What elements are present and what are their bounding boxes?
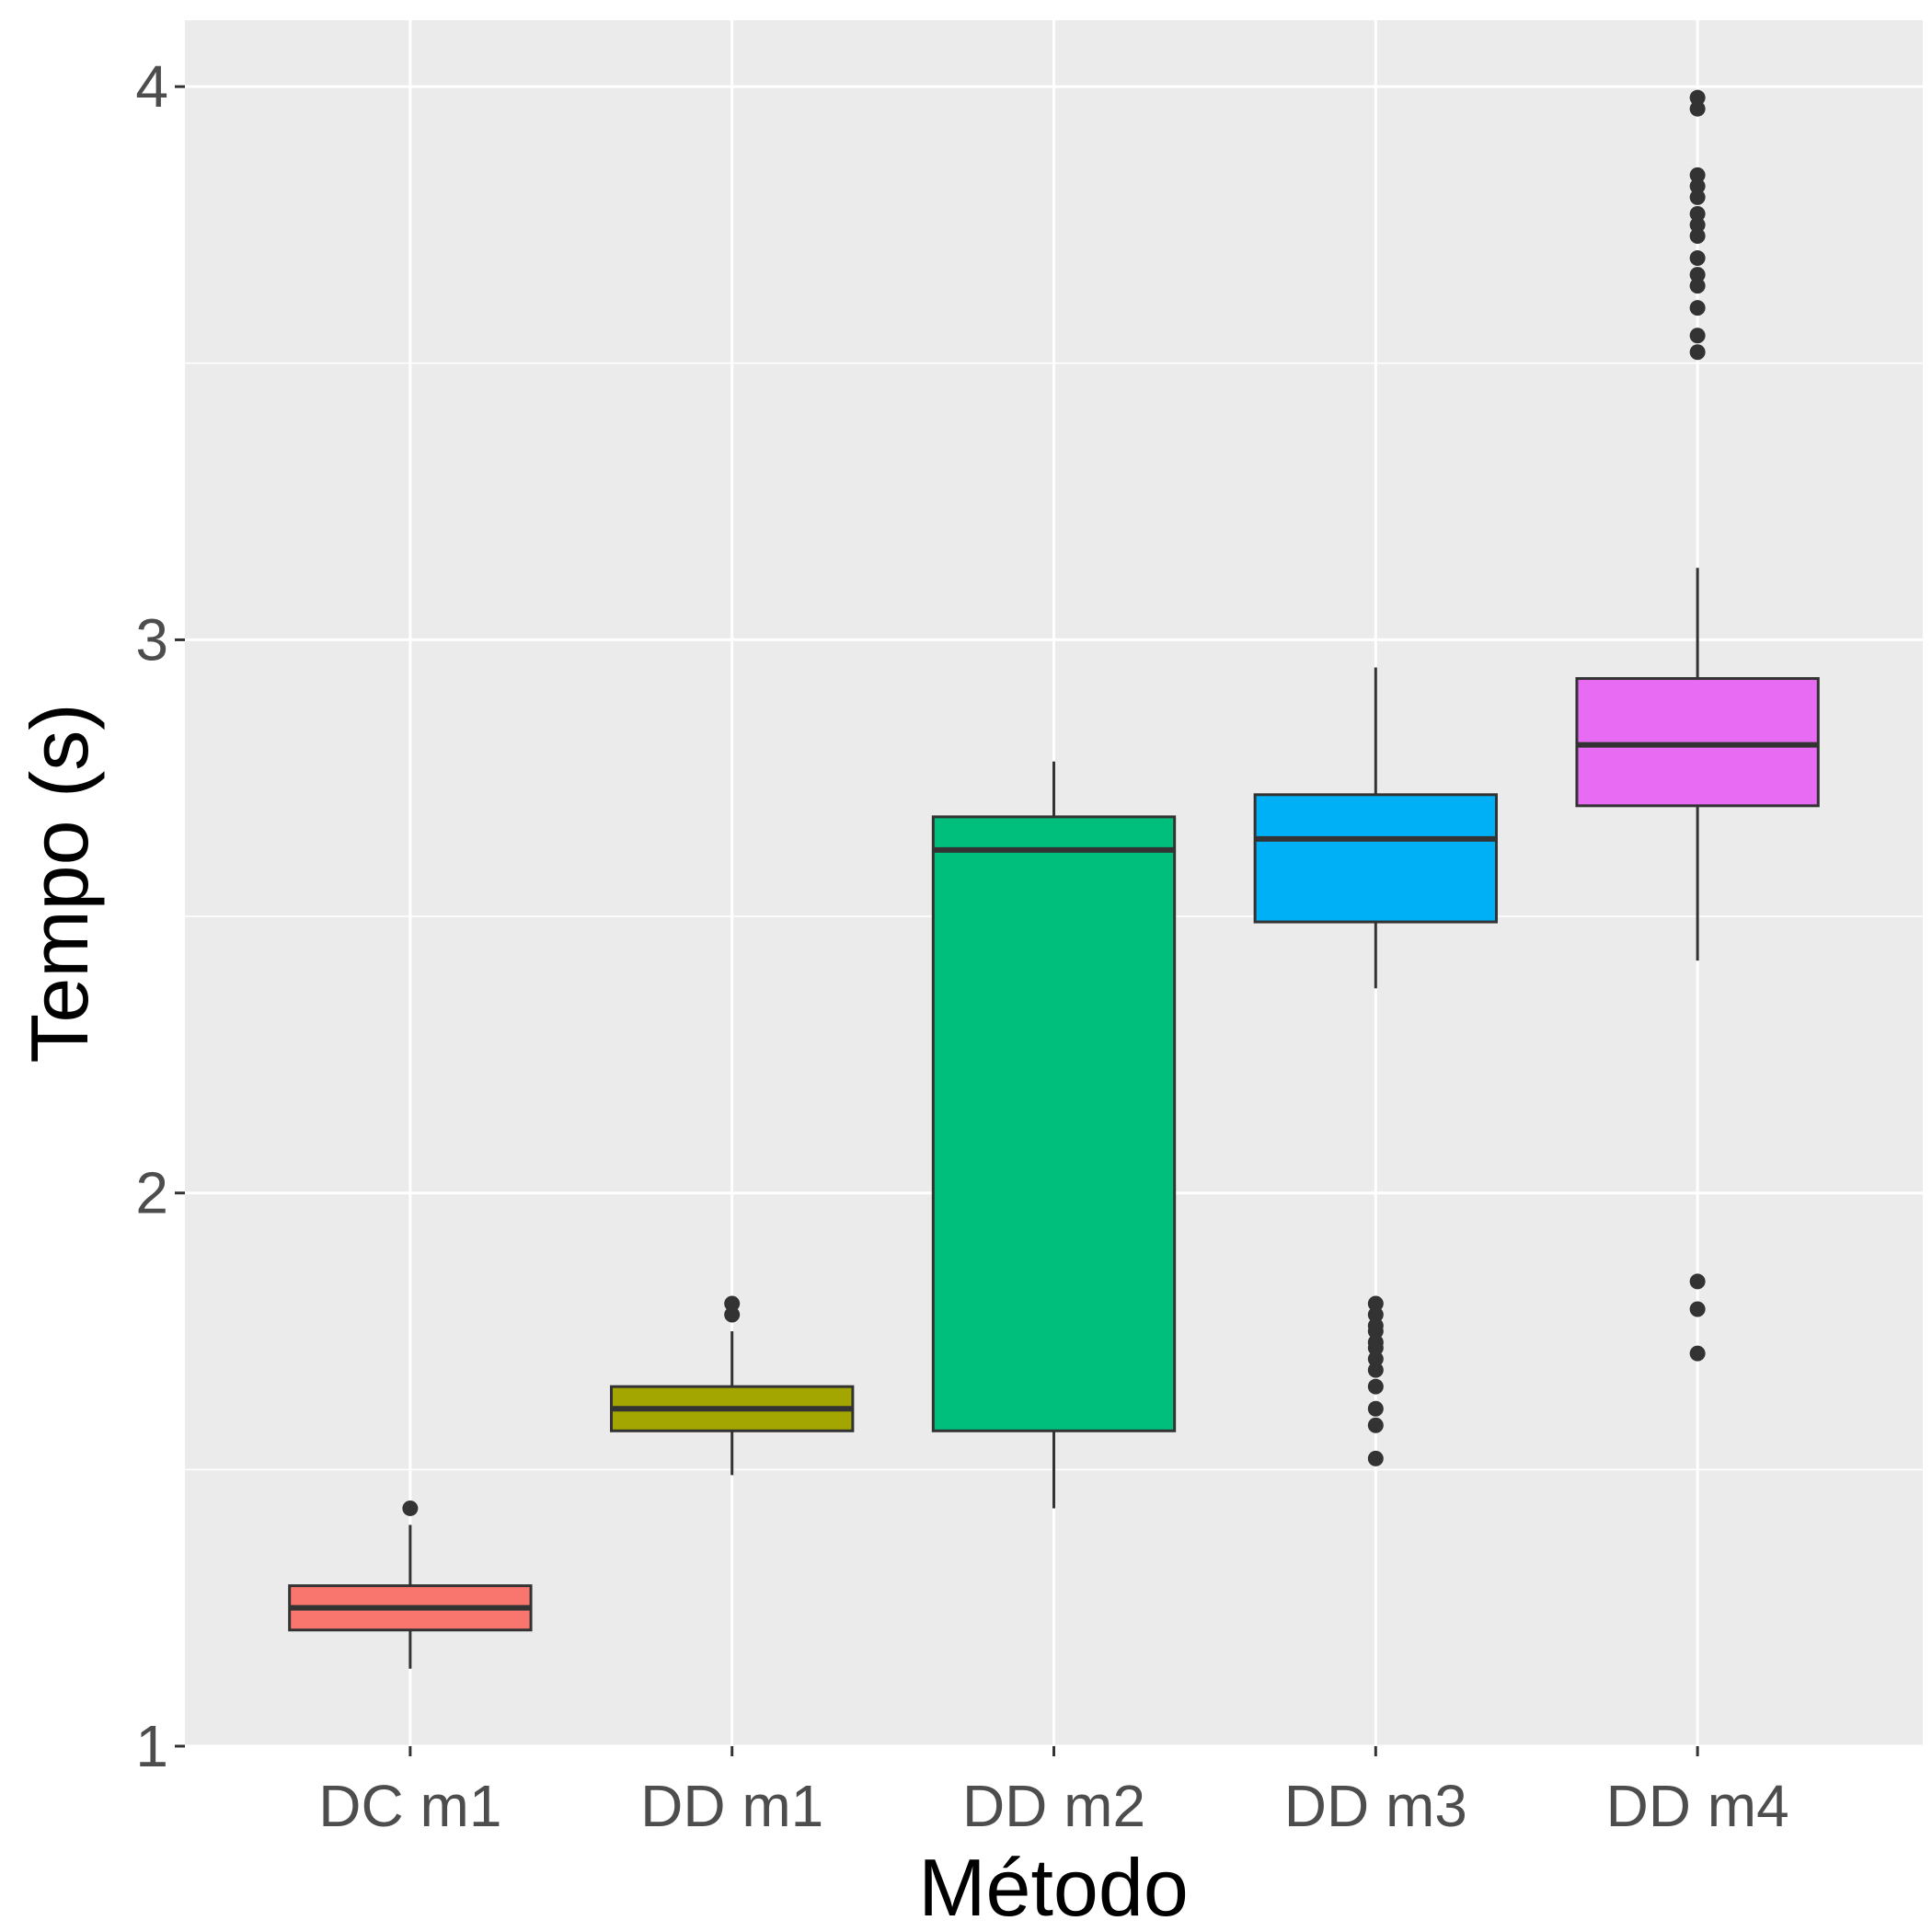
boxes [288, 89, 1820, 1669]
x-tick-label: DD m3 [1284, 1773, 1467, 1839]
outlier-point [1689, 189, 1706, 205]
outlier-point [1367, 1417, 1384, 1433]
outlier-point [1689, 178, 1706, 194]
y-axis: 1 2 3 4 [135, 53, 185, 1779]
outlier-point [1367, 1400, 1384, 1417]
outlier-point [1367, 1306, 1384, 1323]
y-tick-label: 3 [135, 606, 168, 673]
outlier-point [1689, 100, 1706, 117]
box-iqr [1253, 793, 1498, 924]
outlier-point [1689, 344, 1706, 361]
outlier-point [1367, 1295, 1384, 1312]
x-tick-label: DD m2 [962, 1773, 1145, 1839]
outlier-point [402, 1500, 419, 1516]
outlier-point [724, 1295, 741, 1312]
outlier-point [1689, 1345, 1706, 1362]
box-iqr [1575, 677, 1820, 808]
outlier-point [1689, 278, 1706, 294]
y-tick-label: 2 [135, 1160, 168, 1226]
outlier-point [1689, 300, 1706, 316]
box-dd-m4 [1575, 89, 1820, 1362]
outlier-point [1367, 1323, 1384, 1340]
box-dd-m1 [610, 1295, 855, 1476]
y-axis-title: Tempo (s) [14, 703, 105, 1063]
outlier-point [1367, 1362, 1384, 1378]
x-tick-label: DC m1 [318, 1773, 501, 1839]
outlier-point [1689, 328, 1706, 344]
outlier-point [1689, 167, 1706, 183]
outlier-point [1689, 1301, 1706, 1317]
outlier-point [1689, 216, 1706, 233]
outlier-point [1367, 1340, 1384, 1356]
x-tick-label: DD m4 [1606, 1773, 1789, 1839]
y-tick-label: 1 [135, 1713, 168, 1779]
box-dd-m3 [1253, 667, 1498, 1466]
box-dd-m2 [931, 761, 1177, 1509]
outlier-point [1689, 89, 1706, 106]
outlier-point [1689, 1273, 1706, 1290]
outlier-point [1689, 228, 1706, 244]
outlier-point [1367, 1450, 1384, 1466]
outlier-point [1689, 267, 1706, 283]
outlier-point [1367, 1351, 1384, 1367]
box-dc-m1 [288, 1500, 533, 1669]
x-axis: DC m1 DD m1 DD m2 DD m3 DD m4 [318, 1746, 1789, 1839]
x-tick-label: DD m1 [640, 1773, 823, 1839]
outlier-point [1367, 1378, 1384, 1395]
y-tick-label: 4 [135, 53, 168, 120]
x-axis-title: Método [918, 1842, 1189, 1932]
outlier-point [1689, 205, 1706, 222]
box-iqr [931, 815, 1177, 1432]
outlier-point [1689, 250, 1706, 267]
outlier-point [724, 1306, 741, 1323]
